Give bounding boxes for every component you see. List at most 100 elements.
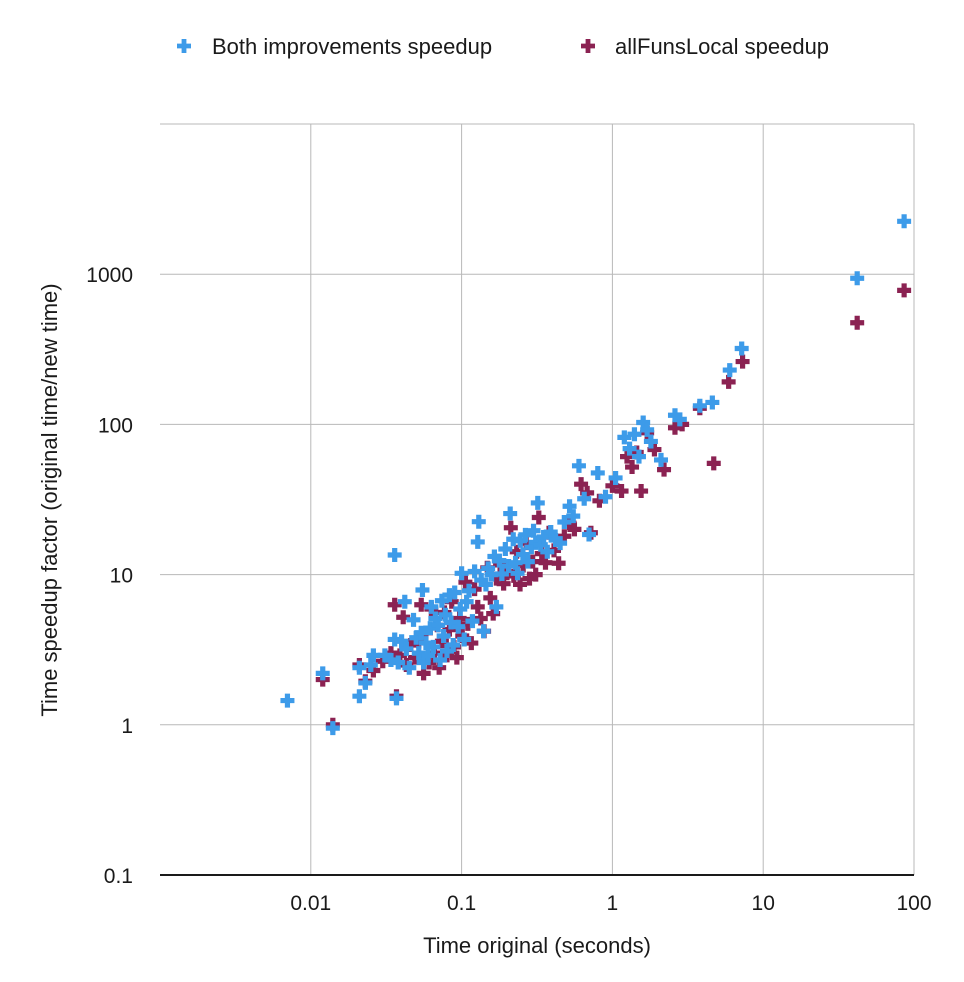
data-point <box>562 499 577 514</box>
data-point <box>453 602 468 617</box>
data-point <box>418 636 433 651</box>
data-point <box>476 624 491 639</box>
data-point <box>406 612 421 627</box>
data-point <box>640 422 655 437</box>
data-point <box>389 691 404 706</box>
data-point <box>433 653 448 668</box>
y-tick-label: 1000 <box>86 264 133 287</box>
series-layer <box>280 214 912 736</box>
data-point <box>377 648 392 663</box>
x-tick-label: 1 <box>607 892 619 915</box>
data-point <box>605 478 620 493</box>
data-point <box>524 540 539 555</box>
data-point <box>470 599 485 614</box>
data-point <box>486 606 501 621</box>
x-axis-ticks: 0.01 0.1 1 10 100 <box>290 892 931 915</box>
legend-marker-allfunslocal <box>581 39 595 53</box>
data-point <box>432 660 447 675</box>
data-point <box>421 648 436 663</box>
data-point <box>598 489 613 504</box>
data-point <box>566 509 581 524</box>
data-point <box>513 577 528 592</box>
data-point <box>530 495 545 510</box>
data-point <box>414 625 429 640</box>
x-axis-title: Time original (seconds) <box>423 933 651 958</box>
data-point <box>442 622 457 637</box>
data-point <box>590 465 605 480</box>
data-point <box>358 675 373 690</box>
data-point <box>734 341 749 356</box>
data-point <box>518 527 533 542</box>
data-point <box>897 283 912 298</box>
data-point <box>431 618 446 633</box>
data-point <box>647 442 662 457</box>
data-point <box>574 477 589 492</box>
y-tick-label: 10 <box>110 565 133 588</box>
data-point <box>667 408 682 423</box>
data-point <box>705 395 720 410</box>
data-point <box>548 532 563 547</box>
data-point <box>446 637 461 652</box>
data-point <box>503 520 518 535</box>
data-point <box>460 616 475 631</box>
data-point <box>501 559 516 574</box>
data-point <box>414 597 429 612</box>
data-point <box>403 637 418 652</box>
data-point <box>536 529 551 544</box>
data-point <box>387 597 402 612</box>
data-point <box>672 412 687 427</box>
data-point <box>850 271 865 286</box>
data-point <box>464 636 479 651</box>
data-point <box>508 555 523 570</box>
data-point <box>608 470 623 485</box>
data-point <box>667 420 682 435</box>
data-point <box>363 658 378 673</box>
data-point <box>492 553 507 568</box>
data-point <box>416 666 431 681</box>
data-point <box>391 655 406 670</box>
data-point <box>722 363 737 378</box>
data-point <box>631 449 646 464</box>
data-point <box>487 549 502 564</box>
data-point <box>551 556 566 571</box>
legend-item-allfunslocal: allFunsLocal speedup <box>581 34 829 59</box>
data-point <box>503 506 518 521</box>
data-point <box>411 646 426 661</box>
data-point <box>515 547 530 562</box>
data-point <box>543 525 558 540</box>
data-point <box>643 434 658 449</box>
data-point <box>454 566 469 581</box>
data-point <box>462 583 477 598</box>
data-point <box>439 643 454 658</box>
data-point <box>520 554 535 569</box>
data-point <box>383 653 398 668</box>
data-point <box>625 460 640 475</box>
data-point <box>653 452 668 467</box>
data-point <box>721 374 736 389</box>
data-point <box>533 537 548 552</box>
data-point <box>399 658 414 673</box>
data-point <box>657 462 672 477</box>
data-point <box>706 456 721 471</box>
data-point <box>582 527 597 542</box>
data-point <box>352 660 367 675</box>
data-point <box>498 542 513 557</box>
data-point <box>465 614 480 629</box>
data-point <box>443 615 458 630</box>
data-point <box>620 449 635 464</box>
data-point <box>510 566 525 581</box>
data-point <box>483 590 498 605</box>
data-point <box>438 607 453 622</box>
data-point <box>474 573 489 588</box>
y-axis-title: Time speedup factor (original time/new t… <box>37 283 62 716</box>
data-point <box>481 561 496 576</box>
data-point <box>397 594 412 609</box>
data-point <box>634 484 649 499</box>
data-point <box>396 610 411 625</box>
data-point <box>415 582 430 597</box>
data-point <box>424 599 439 614</box>
data-point <box>325 721 340 736</box>
data-point <box>458 575 473 590</box>
data-point <box>617 430 632 445</box>
data-point <box>470 534 485 549</box>
